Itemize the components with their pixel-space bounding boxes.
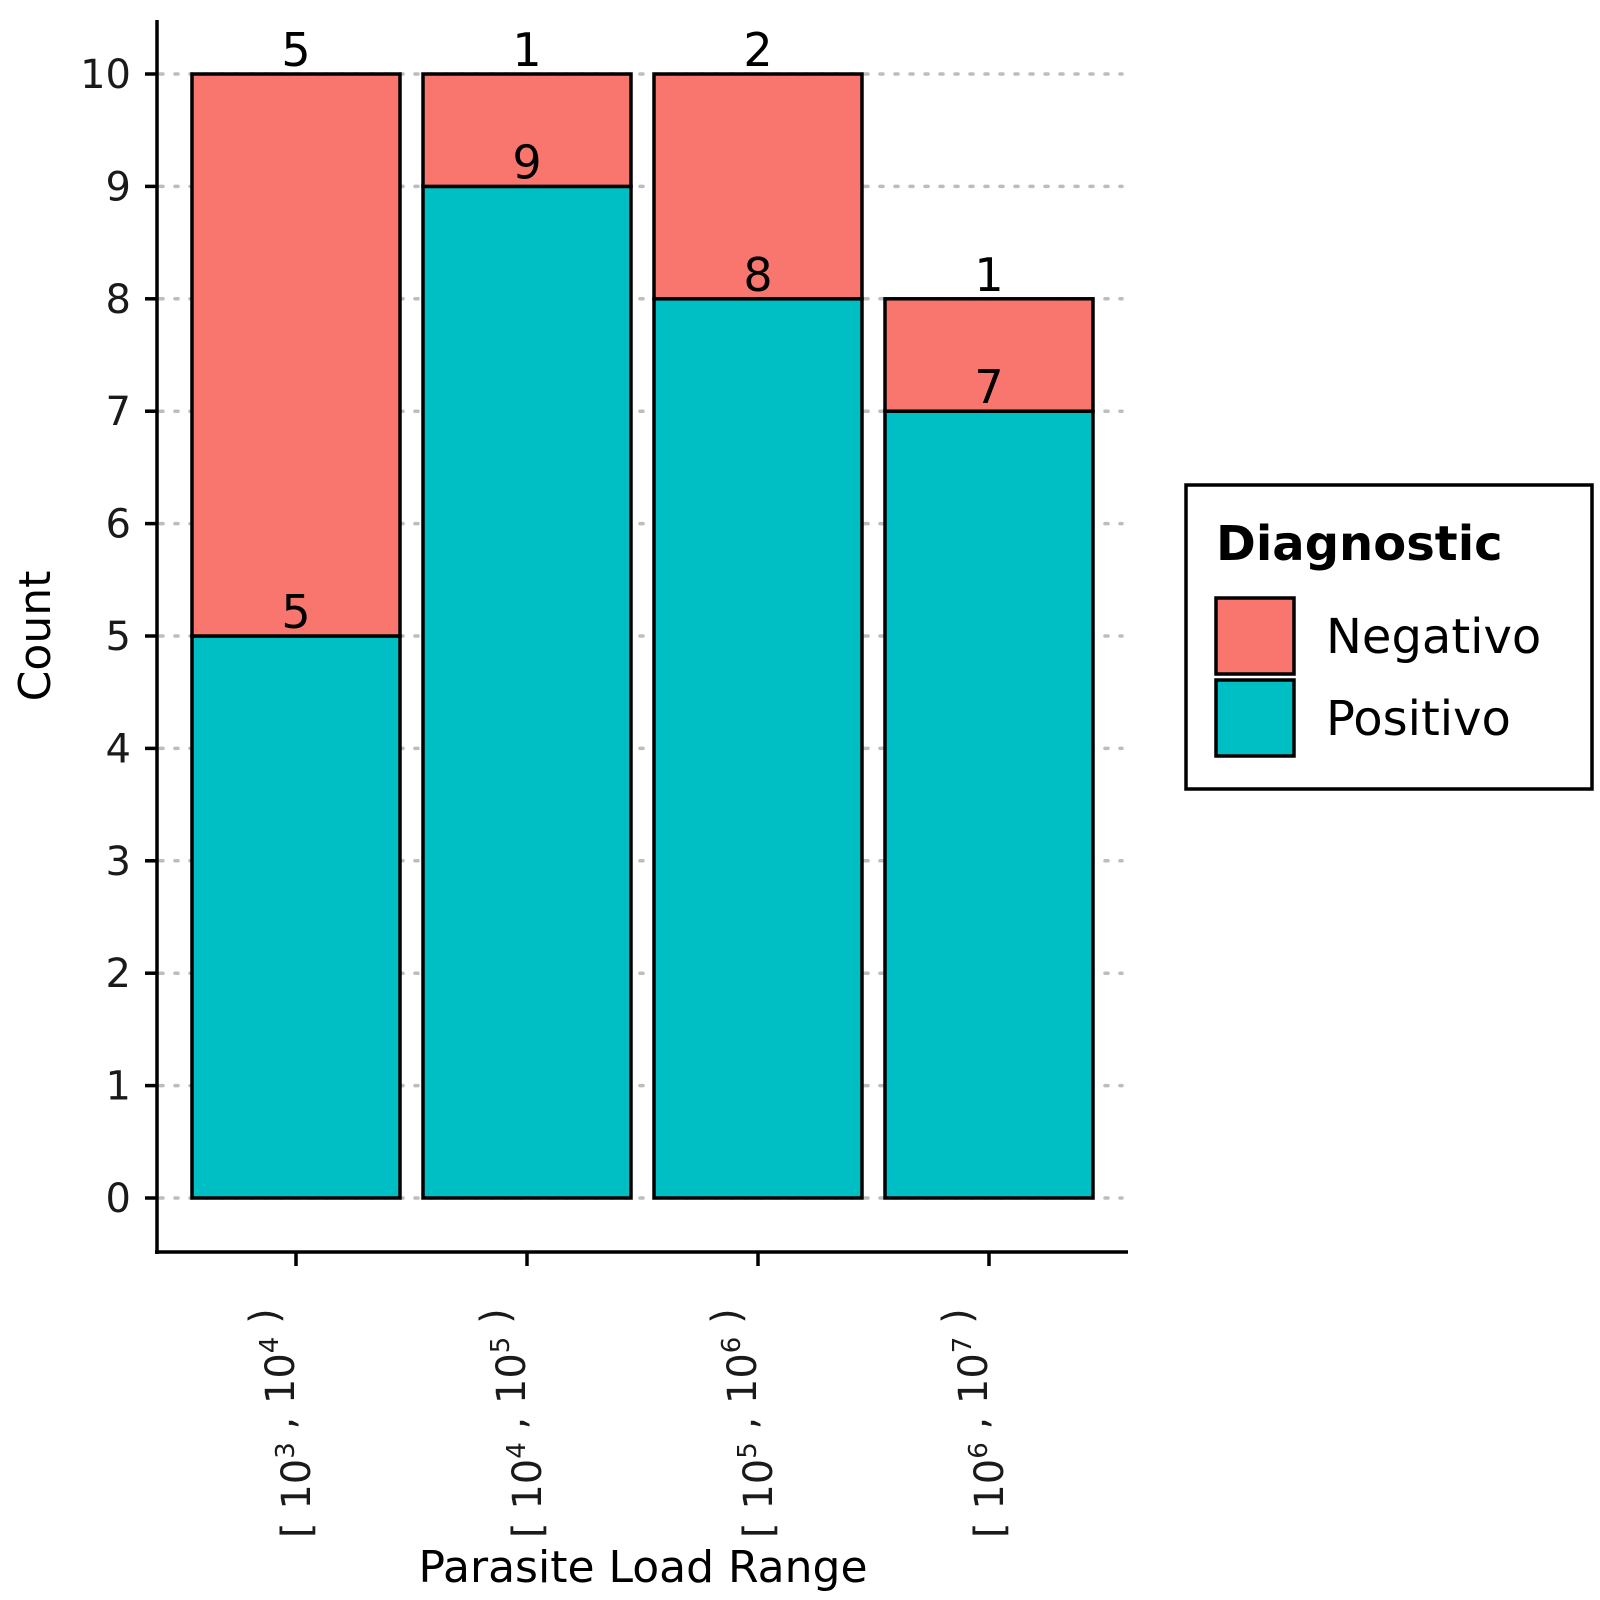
x-tick-label: [ 106 , 107 ) xyxy=(935,1308,1013,1538)
y-tick-label: 1 xyxy=(106,1064,131,1110)
bar-segment-negativo xyxy=(883,297,1095,413)
bar-segment-negativo xyxy=(190,72,402,638)
y-tick-label: 8 xyxy=(106,277,131,323)
x-tick-label: [ 104 , 105 ) xyxy=(473,1308,551,1538)
x-tick-label: [ 103 , 104 ) xyxy=(242,1308,320,1538)
bar-value-label: 9 xyxy=(512,135,541,189)
legend-label: Negativo xyxy=(1326,609,1541,665)
x-tick-bracket: ) xyxy=(704,1308,750,1336)
y-tick-label: 4 xyxy=(106,726,131,772)
y-tick-label: 9 xyxy=(106,164,131,210)
y-ticks: 0 1 2 3 4 5 6 7 8 9 10 xyxy=(80,52,157,1222)
y-tick-label: 2 xyxy=(106,951,131,997)
x-tick-exponent: 6 xyxy=(717,1337,747,1354)
bar-segment-positivo xyxy=(190,634,402,1200)
bar-segment-negativo xyxy=(421,72,633,189)
x-tick-base: , 10 xyxy=(951,1353,997,1442)
legend-title: Diagnostic xyxy=(1216,516,1503,572)
legend-key-negativo xyxy=(1214,596,1296,676)
y-tick-label: 7 xyxy=(106,389,131,435)
x-ticks: [ 103 , 104 )[ 104 , 105 )[ 105 , 106 )[… xyxy=(242,1252,1013,1538)
bar-segment-positivo xyxy=(652,297,864,1200)
y-tick-label: 3 xyxy=(106,839,131,885)
gridlines xyxy=(158,72,1124,1200)
y-tick-label: 5 xyxy=(106,614,131,660)
bar-value-label: 7 xyxy=(974,360,1003,414)
bar-value-label: 5 xyxy=(281,23,310,77)
x-tick-base: [ 10 xyxy=(274,1459,320,1538)
x-tick-exponent: 4 xyxy=(255,1337,285,1354)
x-tick-base: , 10 xyxy=(489,1353,535,1442)
x-tick-base: [ 10 xyxy=(736,1459,782,1538)
x-tick-base: [ 10 xyxy=(967,1459,1013,1538)
bar-value-label: 1 xyxy=(512,23,541,77)
legend-entries: Negativo Positivo xyxy=(1214,596,1541,758)
bar-value-label: 8 xyxy=(743,248,772,302)
bar-segment-positivo xyxy=(883,409,1095,1200)
legend-label: Positivo xyxy=(1326,691,1511,747)
x-tick-bracket: ) xyxy=(242,1308,288,1336)
bar-value-labels: 5 5 9 1 8 2 7 1 xyxy=(281,23,1003,639)
x-tick-bracket: ) xyxy=(473,1308,519,1336)
x-tick-base: , 10 xyxy=(720,1353,766,1442)
bar-value-label: 5 xyxy=(281,585,310,639)
bars xyxy=(190,72,1095,1200)
legend-key-positivo xyxy=(1214,678,1296,758)
x-tick-exponent: 5 xyxy=(733,1442,763,1459)
bar-segment-negativo xyxy=(652,72,864,301)
x-tick-exponent: 6 xyxy=(964,1442,994,1459)
x-tick-label: [ 105 , 106 ) xyxy=(704,1308,782,1538)
y-axis-title: Count xyxy=(10,571,61,702)
y-tick-label: 0 xyxy=(106,1176,131,1222)
x-tick-exponent: 3 xyxy=(271,1442,301,1459)
legend: Diagnostic Negativo Positivo xyxy=(1184,483,1594,791)
bar-value-label: 2 xyxy=(743,23,772,77)
x-tick-exponent: 5 xyxy=(486,1337,516,1354)
x-axis-title: Parasite Load Range xyxy=(418,1542,867,1593)
x-tick-bracket: ) xyxy=(935,1308,981,1336)
x-tick-exponent: 7 xyxy=(948,1337,978,1354)
x-tick-exponent: 4 xyxy=(502,1442,532,1459)
bar-segment-positivo xyxy=(421,184,633,1200)
y-tick-label: 10 xyxy=(80,52,131,98)
y-tick-label: 6 xyxy=(106,502,131,548)
bar-value-label: 1 xyxy=(974,248,1003,302)
x-tick-base: , 10 xyxy=(258,1353,304,1442)
x-tick-base: [ 10 xyxy=(505,1459,551,1538)
